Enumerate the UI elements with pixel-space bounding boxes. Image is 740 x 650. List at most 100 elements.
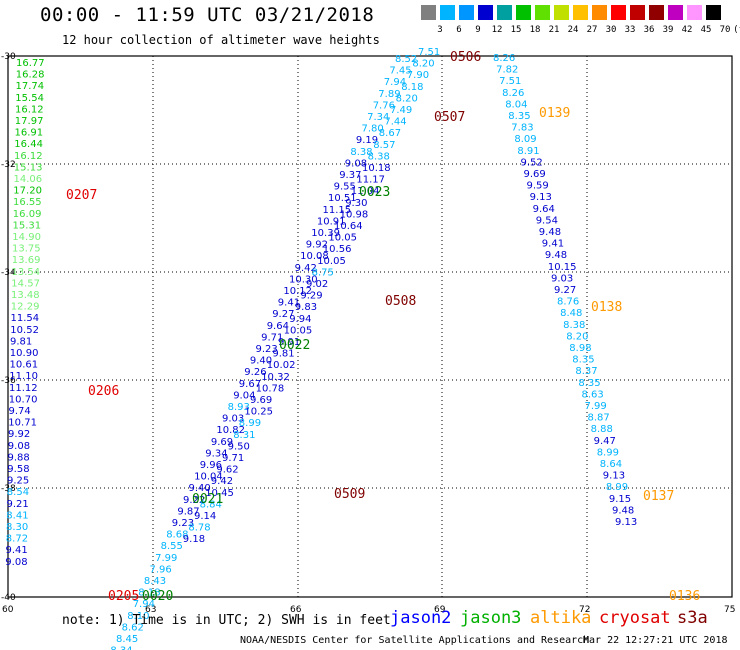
wave-height-value: 13.54 bbox=[12, 267, 41, 278]
wave-height-value: 16.09 bbox=[13, 209, 42, 220]
wave-height-value: 11.04 bbox=[351, 186, 380, 197]
wave-height-value: 9.83 bbox=[295, 302, 317, 313]
wave-height-value: 9.48 bbox=[545, 250, 567, 261]
longitude-tick-label: 75 bbox=[724, 605, 735, 615]
wave-height-value: 7.51 bbox=[418, 47, 440, 58]
wave-height-value: 17.74 bbox=[16, 81, 45, 92]
legend-cryosat: cryosat bbox=[599, 608, 671, 628]
wave-height-value: 9.94 bbox=[289, 314, 311, 325]
satellite-pass-label: 0022 bbox=[279, 338, 310, 353]
wave-height-value: 14.90 bbox=[12, 232, 41, 243]
wave-height-value: 9.81 bbox=[272, 349, 294, 360]
latitude-tick-label: -36 bbox=[1, 376, 16, 386]
satellite-pass-label: 0023 bbox=[359, 185, 390, 200]
latitude-tick-label: -38 bbox=[1, 484, 16, 494]
wave-height-value: 8.20 bbox=[566, 331, 588, 342]
wave-height-value: 8.67 bbox=[379, 128, 401, 139]
wave-height-value: 8.75 bbox=[312, 267, 334, 278]
wave-height-value: 9.19 bbox=[356, 135, 378, 146]
wave-height-value: 10.71 bbox=[8, 418, 37, 429]
wave-height-value: 7.94 bbox=[384, 77, 406, 88]
wave-height-value: 11.10 bbox=[9, 371, 38, 382]
wave-height-value: 7.80 bbox=[362, 124, 384, 135]
wave-height-value: 9.69 bbox=[211, 437, 233, 448]
satellite-pass-labels: 0207 0206 0205 0020 0021 0022 0023 0506 0507 0508… bbox=[66, 50, 700, 604]
wave-height-value: 9.47 bbox=[594, 436, 616, 447]
wave-height-value: 8.41 bbox=[6, 510, 28, 521]
footer-timestamp: Mar 22 12:27:21 UTC 2018 bbox=[583, 635, 728, 646]
color-scale-label: 21 bbox=[548, 25, 560, 35]
wave-height-value: 8.91 bbox=[517, 146, 539, 157]
wave-height-value: 8.68 bbox=[166, 530, 188, 541]
satellite-pass-label: 0207 bbox=[66, 188, 97, 203]
color-scale-label: 12 bbox=[491, 25, 503, 35]
wave-height-value: 8.62 bbox=[122, 622, 144, 633]
wave-height-value: 9.15 bbox=[609, 494, 631, 505]
color-swatch bbox=[497, 5, 512, 20]
wave-height-value: 8.99 bbox=[597, 447, 619, 458]
wave-height-value: 9.23 bbox=[256, 344, 278, 355]
wave-height-value: 7.49 bbox=[390, 105, 412, 116]
wave-height-value: 9.54 bbox=[536, 215, 558, 226]
wave-height-value: 10.78 bbox=[256, 383, 285, 394]
wave-height-value: 9.18 bbox=[183, 534, 205, 545]
wave-height-value: 11.12 bbox=[9, 383, 38, 394]
longitude-tick-label: 69 bbox=[434, 605, 446, 615]
wave-height-value: 8.04 bbox=[505, 99, 527, 110]
wave-height-value: 10.98 bbox=[340, 209, 369, 220]
wave-height-value: 10.56 bbox=[323, 244, 352, 255]
latitude-tick-label: -34 bbox=[1, 268, 16, 278]
satellite-pass-label: 0021 bbox=[192, 492, 223, 507]
wave-height-value: 10.30 bbox=[289, 274, 318, 285]
wave-height-value: 9.03 bbox=[551, 273, 573, 284]
wave-height-value: 15.13 bbox=[14, 162, 43, 173]
wave-height-value: 7.99 bbox=[155, 553, 177, 564]
wave-height-value: 8.72 bbox=[6, 534, 28, 545]
wave-height-value: 9.71 bbox=[261, 332, 283, 343]
wave-height-value: 9.08 bbox=[345, 158, 367, 169]
wave-height-value: 9.42 bbox=[211, 476, 233, 487]
wave-height-value: 9.13 bbox=[530, 192, 552, 203]
color-scale-label: 24 bbox=[567, 25, 579, 35]
wave-height-value: 9.41 bbox=[278, 298, 300, 309]
wave-height-value: 10.08 bbox=[300, 251, 329, 262]
color-scale-label: 30 bbox=[605, 25, 617, 35]
wave-height-value: 10.51 bbox=[328, 193, 357, 204]
latitude-tick-label: -32 bbox=[1, 160, 16, 170]
wave-height-value: 8.98 bbox=[569, 343, 591, 354]
wave-height-value: 8.18 bbox=[401, 82, 423, 93]
wave-height-value: 8.31 bbox=[233, 430, 255, 441]
map-title: 00:00 - 11:59 UTC 03/21/2018 bbox=[40, 4, 375, 26]
wave-height-value: 17.20 bbox=[13, 186, 42, 197]
wave-height-value: 9.41 bbox=[542, 239, 564, 250]
wave-height-value: 9.13 bbox=[603, 471, 625, 482]
latitude-tick-label: -40 bbox=[1, 593, 16, 603]
wave-height-value: 9.42 bbox=[295, 263, 317, 274]
satellite-pass-label: 0020 bbox=[142, 589, 173, 604]
wave-height-value: 9.69 bbox=[524, 169, 546, 180]
wave-height-value: 16.55 bbox=[13, 197, 42, 208]
wave-height-value: 15.31 bbox=[13, 220, 42, 231]
wave-height-value: 8.99 bbox=[239, 418, 261, 429]
color-scale-label: 18 bbox=[529, 25, 541, 35]
wave-height-value: 9.88 bbox=[8, 452, 30, 463]
color-swatch bbox=[611, 5, 626, 20]
color-swatch bbox=[687, 5, 702, 20]
wave-height-value: 11.15 bbox=[323, 205, 352, 216]
color-scale-label: 70 bbox=[719, 25, 731, 35]
wave-height-value: 9.69 bbox=[250, 395, 272, 406]
wave-height-value: 10.02 bbox=[267, 360, 296, 371]
wave-height-value: 9.34 bbox=[205, 448, 227, 459]
wave-height-value: 8.37 bbox=[575, 366, 597, 377]
color-swatch bbox=[668, 5, 683, 20]
legend-s3a: s3a bbox=[677, 608, 708, 628]
wave-height-value: 8.45 bbox=[116, 634, 138, 645]
color-swatch bbox=[554, 5, 569, 20]
wave-height-value: 8.38 bbox=[350, 147, 372, 158]
map-subtitle: 12 hour collection of altimeter wave hei… bbox=[62, 33, 380, 47]
color-scale-label: (ft) bbox=[733, 25, 740, 35]
wave-height-value: 7.83 bbox=[511, 123, 533, 134]
wave-height-value: 9.96 bbox=[200, 460, 222, 471]
wave-height-value: 15.54 bbox=[15, 93, 44, 104]
